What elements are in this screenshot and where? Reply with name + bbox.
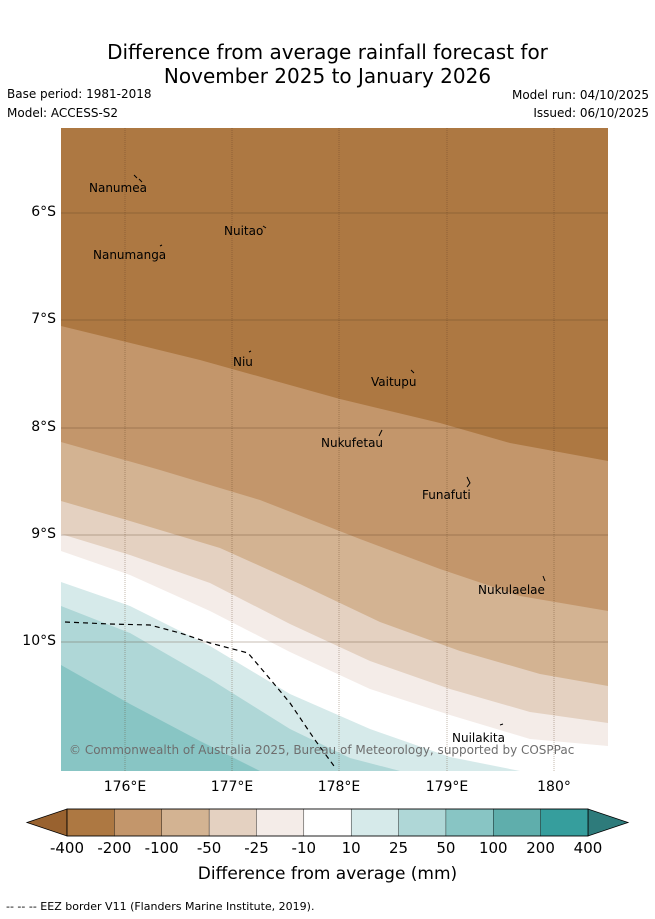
copyright-notice: © Commonwealth of Australia 2025, Bureau… bbox=[69, 743, 575, 757]
colorbar-tick-2: -100 bbox=[144, 839, 179, 857]
colorbar-segment bbox=[350, 808, 400, 837]
colorbar-label: Difference from average (mm) bbox=[197, 864, 458, 884]
island-nukulaelae bbox=[542, 575, 546, 582]
colorbar-over-arrow bbox=[587, 808, 630, 837]
title-line-1: Difference from average rainfall forecas… bbox=[107, 40, 548, 64]
lon-label-176e: 176°E bbox=[103, 779, 147, 795]
lat-label-8s: 8°S bbox=[31, 419, 56, 435]
lon-label-178e: 178°E bbox=[317, 779, 361, 795]
place-nukufetau: Nukufetau bbox=[321, 436, 384, 450]
place-nukulaelae: Nukulaelae bbox=[478, 583, 545, 597]
colorbar-segment bbox=[161, 808, 210, 837]
colorbar-tick-0: -400 bbox=[49, 839, 85, 857]
colorbar bbox=[25, 808, 630, 837]
colorbar-tick-11: 400 bbox=[573, 839, 603, 857]
island-vaitupu bbox=[410, 369, 415, 374]
base-period: Base period: 1981-2018 bbox=[7, 87, 152, 101]
place-nuitao: Nuitao bbox=[224, 224, 264, 238]
colorbar-tick-9: 100 bbox=[478, 839, 508, 857]
issued-date: Issued: 06/10/2025 bbox=[533, 106, 649, 120]
colorbar-segment bbox=[493, 808, 542, 837]
colorbar-segment bbox=[398, 808, 447, 837]
lon-label-177e: 177°E bbox=[210, 779, 254, 795]
colorbar-tick-1: -200 bbox=[97, 839, 132, 857]
island-nanumanga bbox=[159, 244, 163, 247]
island-nanumea bbox=[133, 174, 143, 183]
island-nukufetau bbox=[378, 429, 383, 437]
place-nuilakita: Nuilakita bbox=[452, 731, 505, 745]
colorbar-under-arrow bbox=[25, 808, 68, 837]
place-nanumea: Nanumea bbox=[89, 181, 147, 195]
colorbar-segment bbox=[445, 808, 494, 837]
island-nuilakita bbox=[499, 723, 504, 726]
colorbar-tick-5: -10 bbox=[291, 839, 317, 857]
eez-border bbox=[64, 621, 335, 767]
lon-label-180: 180° bbox=[537, 779, 571, 795]
colorbar-outline bbox=[66, 808, 589, 837]
colorbar-tick-7: 25 bbox=[388, 839, 409, 857]
graticule bbox=[61, 128, 608, 771]
colorbar-segment bbox=[303, 808, 352, 837]
model-run-date: Model run: 04/10/2025 bbox=[511, 88, 649, 102]
island-niu bbox=[248, 350, 252, 353]
island-nuitao bbox=[262, 225, 267, 229]
title-line-2: November 2025 to January 2026 bbox=[163, 64, 492, 88]
model-name: Model: ACCESS-S2 bbox=[7, 106, 119, 120]
lat-label-9s: 9°S bbox=[31, 526, 56, 542]
lat-label-7s: 7°S bbox=[31, 311, 56, 327]
colorbar-tick-10: 200 bbox=[526, 839, 555, 857]
colorbar-segment bbox=[114, 808, 163, 837]
colorbar-segment bbox=[208, 808, 257, 837]
islands bbox=[133, 174, 546, 726]
lat-label-10s: 10°S bbox=[22, 633, 56, 649]
colorbar-segment bbox=[256, 808, 305, 837]
place-niu: Niu bbox=[233, 355, 253, 369]
lon-label-179e: 179°E bbox=[425, 779, 469, 795]
place-funafuti: Funafuti bbox=[422, 488, 471, 502]
colorbar-segment bbox=[540, 808, 589, 837]
colorbar-tick-8: 50 bbox=[436, 839, 456, 857]
island-funafuti bbox=[466, 476, 471, 488]
place-nanumanga: Nanumanga bbox=[93, 248, 167, 262]
colorbar-tick-4: -25 bbox=[244, 839, 269, 857]
colorbar-tick-3: -50 bbox=[196, 839, 222, 857]
eez-legend: -- -- -- EEZ border V11 (Flanders Marine… bbox=[6, 900, 315, 913]
chart-title: Difference from average rainfall forecas… bbox=[0, 40, 655, 88]
band-plus-50 bbox=[61, 665, 260, 771]
colorbar-tick-6: 10 bbox=[341, 839, 361, 857]
rainfall-bands bbox=[61, 128, 608, 771]
colorbar-segment bbox=[66, 808, 115, 837]
lat-label-6s: 6°S bbox=[31, 204, 56, 220]
place-vaitupu: Vaitupu bbox=[371, 375, 417, 389]
